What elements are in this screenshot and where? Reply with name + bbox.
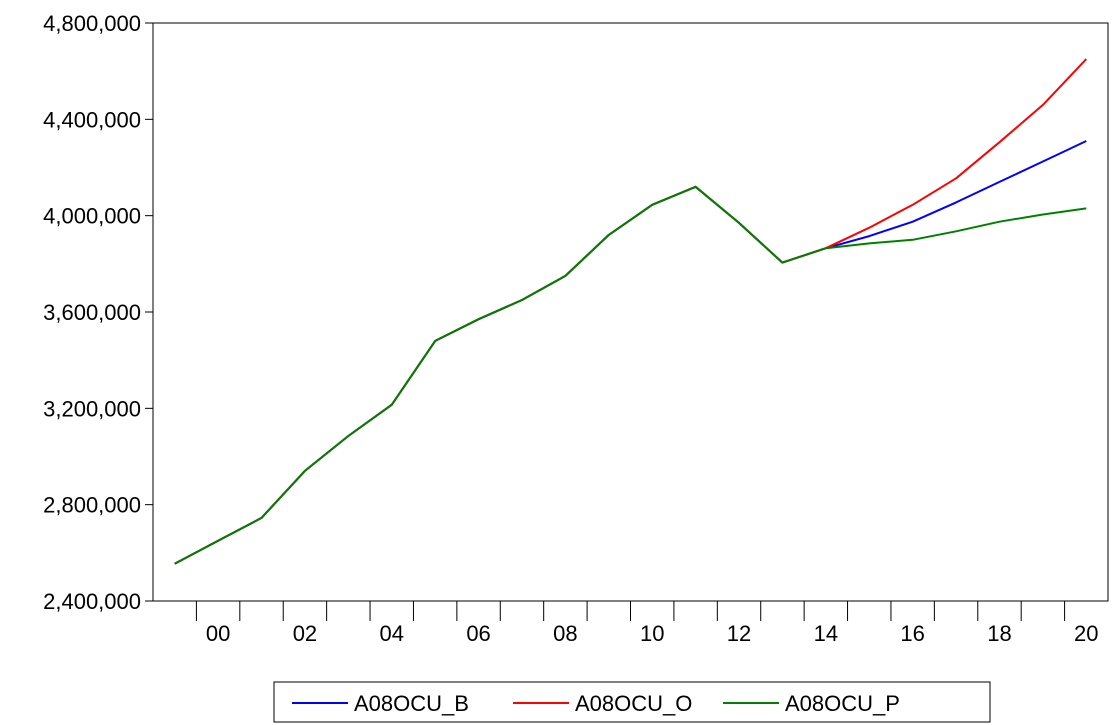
legend: A08OCU_B A08OCU_O A08OCU_P bbox=[274, 682, 990, 722]
x-tick-label: 08 bbox=[553, 621, 577, 646]
series-line-a08ocu-o bbox=[175, 59, 1087, 564]
legend-label: A08OCU_B bbox=[354, 691, 469, 716]
x-tick-label: 02 bbox=[293, 621, 317, 646]
series-layer bbox=[175, 59, 1087, 564]
series-line-a08ocu-p bbox=[175, 187, 1087, 564]
x-tick-label: 04 bbox=[380, 621, 404, 646]
y-axis: 2,400,000 2,800,000 3,200,000 3,600,000 4,00… bbox=[43, 11, 153, 614]
y-tick-label: 2,800,000 bbox=[43, 493, 141, 518]
x-tick-label: 18 bbox=[987, 621, 1011, 646]
plot-frame bbox=[153, 23, 1108, 601]
y-tick-label: 3,600,000 bbox=[43, 300, 141, 325]
x-tick-label: 00 bbox=[206, 621, 230, 646]
x-tick-label: 20 bbox=[1074, 621, 1098, 646]
x-axis: 00 02 04 06 08 10 12 14 16 18 20 bbox=[196, 601, 1098, 646]
y-tick-label: 3,200,000 bbox=[43, 396, 141, 421]
y-tick-label: 4,400,000 bbox=[43, 107, 141, 132]
legend-label: A08OCU_P bbox=[785, 691, 900, 716]
x-tick-label: 12 bbox=[727, 621, 751, 646]
y-tick-label: 4,800,000 bbox=[43, 11, 141, 36]
series-line-a08ocu-b bbox=[175, 141, 1087, 564]
x-tick-label: 06 bbox=[466, 621, 490, 646]
y-tick-label: 4,000,000 bbox=[43, 204, 141, 229]
x-tick-label: 16 bbox=[900, 621, 924, 646]
x-tick-label: 14 bbox=[814, 621, 838, 646]
y-tick-label: 2,400,000 bbox=[43, 589, 141, 614]
x-tick-label: 10 bbox=[640, 621, 664, 646]
legend-label: A08OCU_O bbox=[575, 691, 692, 716]
